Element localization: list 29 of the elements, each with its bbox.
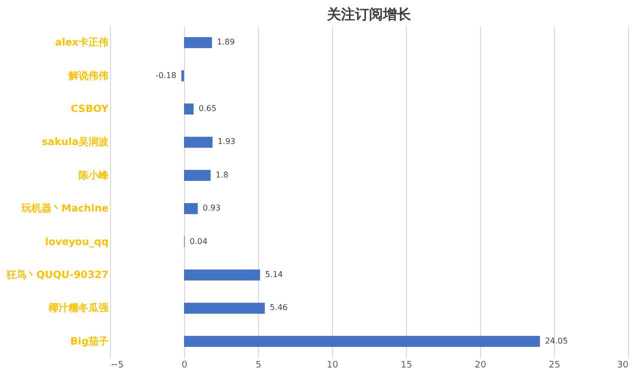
data-label: 5.46 [270,303,288,312]
data-label: 0.65 [198,104,216,113]
y-tick-label: 玩机器丶Machine [20,202,109,215]
x-tick-label: 20 [474,360,486,370]
data-label: 24.05 [544,336,568,346]
y-tick-label: 解说伟伟 [68,70,108,82]
data-label: 0.93 [202,204,221,213]
chart-title: 关注订阅增长 [326,6,412,23]
x-tick-label: 10 [326,360,338,370]
x-tick-label: −5 [110,360,124,370]
x-tick-label: 5 [256,360,262,370]
y-tick-label: CSBOY [70,104,110,115]
data-label: 1.93 [218,137,236,146]
data-label: 5.14 [265,270,283,279]
data-label: 1.89 [216,38,235,47]
y-tick-label: sakula吴润波 [42,136,110,148]
y-tick-label: alex卡正伟 [55,36,108,49]
y-tick-label: 椰汁糯冬瓜强 [48,302,110,314]
data-label: 1.8 [216,170,228,180]
x-tick-label: 25 [548,360,560,370]
data-label: -0.18 [156,70,176,80]
y-tick-label: 狂鸟丶QUQU-90327 [5,269,109,281]
x-tick-label: 30 [617,360,629,370]
y-tick-label: 陈小峰 [78,169,110,182]
x-tick-label: 0 [182,360,188,370]
x-tick-label: 15 [400,360,412,370]
data-label: 0.04 [190,236,208,246]
y-tick-label: loveyou_qq [45,236,108,248]
y-tick-label: Big茄子 [70,335,108,348]
